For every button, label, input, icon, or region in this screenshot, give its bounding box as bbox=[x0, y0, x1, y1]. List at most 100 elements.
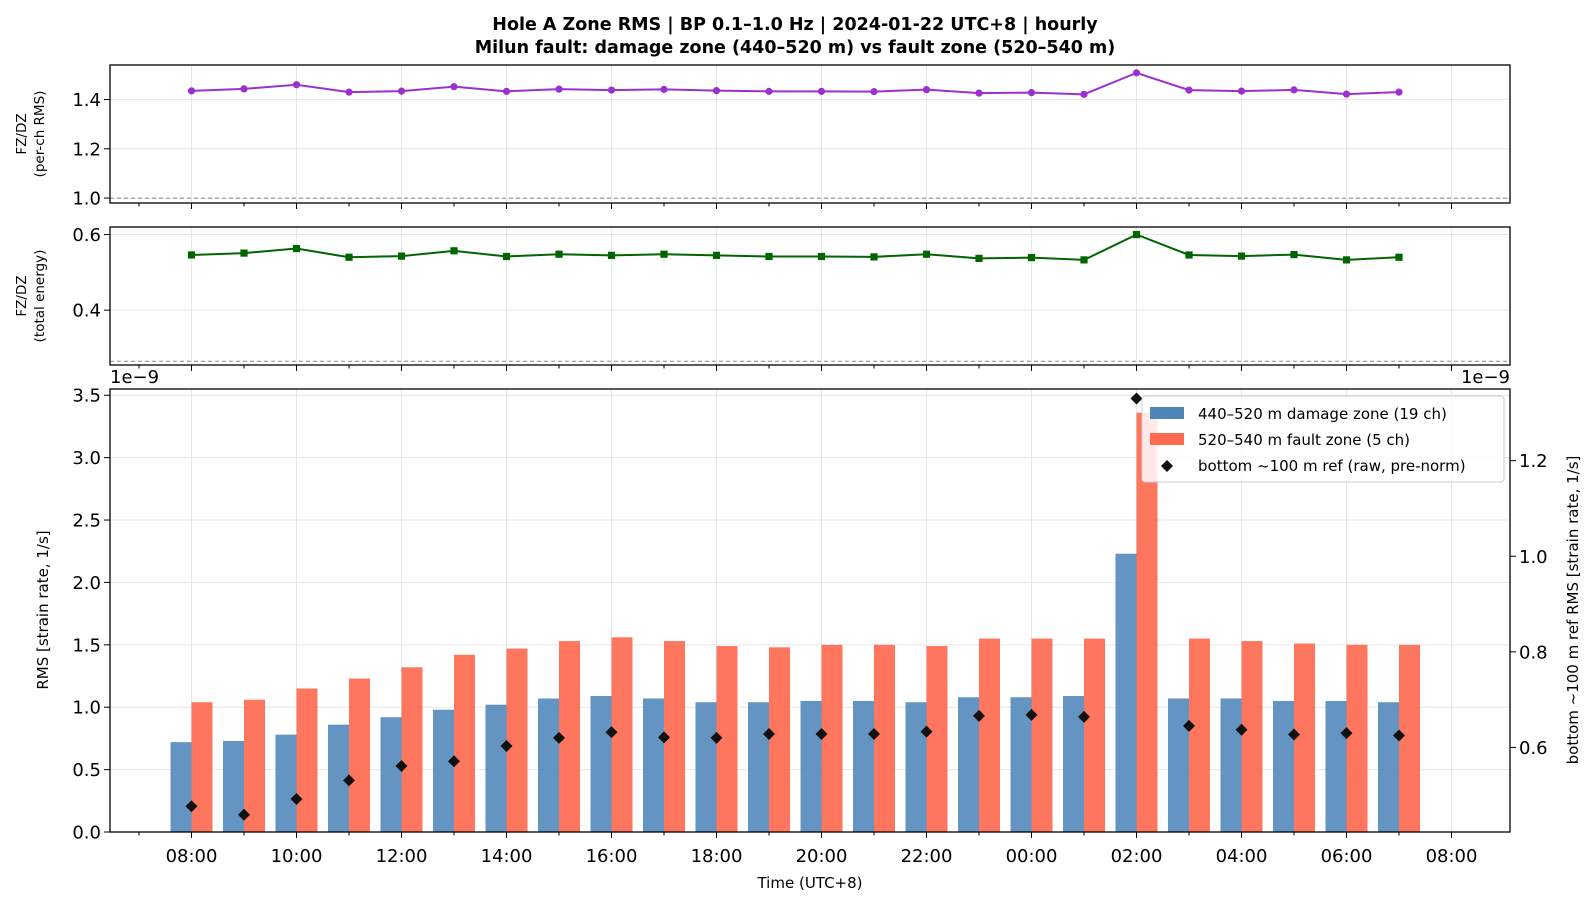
ratio-rms-point bbox=[1290, 86, 1298, 94]
legend-label-damage: 440–520 m damage zone (19 ch) bbox=[1198, 405, 1447, 423]
ratio-rms-point bbox=[1027, 89, 1036, 97]
rms-bar-ticks: 08:00 10:00 12:00 14:00 16:00 18:00 20:00 22:00… bbox=[72, 386, 1547, 867]
damage-zone-bar bbox=[748, 702, 769, 832]
damage-zone-bar bbox=[380, 717, 402, 832]
fault-zone-bar bbox=[821, 644, 843, 832]
damage-zone-bar bbox=[905, 702, 927, 832]
reference-marker bbox=[185, 800, 198, 813]
reference-marker bbox=[815, 728, 828, 741]
ratio-energy-ytick-label: 0.4 bbox=[72, 301, 101, 322]
rms-ytick-label: 2.5 bbox=[72, 511, 101, 532]
ratio-energy-point bbox=[817, 252, 826, 261]
ratio-rms-point bbox=[817, 87, 826, 95]
ratio-rms-point bbox=[870, 88, 878, 96]
fault-zone-bar bbox=[296, 688, 318, 832]
fault-zone-bar bbox=[1084, 638, 1105, 832]
damage-zone-bar bbox=[275, 734, 297, 832]
ratio-energy-point bbox=[502, 252, 511, 261]
reference-marker bbox=[1288, 728, 1300, 741]
ratio-energy-series bbox=[110, 230, 1510, 362]
ratio-energy-point bbox=[660, 250, 668, 258]
damage-zone-bar bbox=[590, 695, 612, 832]
ratio-rms-ticks: 1.0 1.2 1.4 bbox=[72, 90, 1452, 210]
fault-zone-bar bbox=[1294, 643, 1315, 832]
ratio-rms-point bbox=[555, 85, 563, 93]
legend-label-fault: 520–540 m fault zone (5 ch) bbox=[1198, 431, 1410, 449]
reference-marker bbox=[1130, 392, 1143, 405]
fault-zone-bar bbox=[559, 641, 580, 832]
ratio-energy-point bbox=[240, 249, 248, 257]
legend-swatch-ref bbox=[1161, 460, 1173, 472]
ratio-energy-ylabel-line1: FZ/DZ bbox=[14, 275, 30, 316]
reference-marker bbox=[1183, 719, 1195, 732]
reference-marker bbox=[868, 728, 880, 741]
ratio-energy-point bbox=[555, 250, 563, 258]
ratio-rms-grid bbox=[110, 65, 1510, 203]
damage-zone-bar bbox=[853, 700, 874, 832]
rms-ytick-label: 0.0 bbox=[72, 823, 101, 844]
ratio-energy-point bbox=[765, 252, 773, 261]
ratio-energy-point bbox=[450, 247, 458, 255]
fault-zone-bar bbox=[716, 646, 738, 832]
ratio-rms-point bbox=[660, 85, 668, 93]
reference-marker bbox=[973, 709, 985, 722]
reference-marker bbox=[1393, 729, 1405, 742]
ratio-rms-point bbox=[975, 89, 983, 97]
x-tick-label: 16:00 bbox=[586, 846, 638, 867]
x-tick-label: 04:00 bbox=[1216, 846, 1268, 867]
ratio-rms-point bbox=[1395, 88, 1403, 96]
x-tick-label: 08:00 bbox=[166, 846, 218, 867]
fault-zone-bar bbox=[506, 648, 528, 832]
fault-zone-bar bbox=[874, 644, 895, 832]
x-tick-label: 20:00 bbox=[796, 846, 848, 867]
ratio-energy-ylabel-line2: (total energy) bbox=[32, 250, 48, 343]
ratio-rms-point bbox=[1237, 87, 1246, 95]
ratio-energy-grid bbox=[110, 227, 1510, 365]
ratio-energy-point bbox=[1290, 251, 1298, 259]
fault-zone-bar bbox=[1031, 638, 1053, 832]
damage-zone-bar bbox=[485, 704, 507, 832]
ratio-energy-frame bbox=[109, 226, 1511, 366]
damage-zone-bar bbox=[223, 740, 244, 832]
fault-zone-bar bbox=[664, 641, 685, 832]
ratio-rms-point bbox=[397, 87, 406, 95]
ratio-energy-panel: 0.4 0.6 FZ/DZ (total energy) bbox=[14, 225, 1511, 371]
reference-marker bbox=[238, 808, 250, 821]
reference-marker bbox=[605, 726, 618, 739]
legend-swatch-fault bbox=[1150, 433, 1184, 445]
fault-zone-bar bbox=[191, 702, 213, 832]
ratio-energy-point bbox=[870, 253, 878, 261]
ratio-energy-point bbox=[397, 252, 406, 260]
rms-ytick-label: 3.5 bbox=[72, 386, 101, 407]
damage-zone-bar bbox=[695, 702, 717, 832]
ratio-rms-point bbox=[345, 88, 353, 96]
damage-zone-bar bbox=[1325, 700, 1347, 832]
ratio-rms-point bbox=[292, 81, 301, 89]
reference-marker bbox=[763, 728, 775, 741]
ratio-rms-panel: 1.0 1.2 1.4 FZ/DZ (per-ch RMS) bbox=[14, 64, 1511, 210]
x-tick-label: 14:00 bbox=[481, 846, 533, 867]
fault-zone-bar bbox=[611, 637, 633, 832]
damage-zone-bar bbox=[433, 709, 454, 832]
ratio-rms-point bbox=[502, 87, 511, 95]
ratio-rms-ylabel-line1: FZ/DZ bbox=[14, 113, 30, 154]
ratio-energy-point bbox=[712, 251, 721, 259]
ref-ytick-label: 0.8 bbox=[1519, 642, 1548, 663]
damage-zone-bar bbox=[643, 698, 664, 832]
ratio-rms-point bbox=[765, 87, 773, 95]
ratio-rms-line bbox=[191, 71, 1400, 96]
rms-ytick-label: 3.0 bbox=[72, 448, 101, 469]
x-axis-label: Time (UTC+8) bbox=[756, 874, 862, 892]
fault-zone-bar bbox=[454, 654, 475, 832]
damage-zone-bar bbox=[1168, 698, 1189, 832]
ratio-energy-point bbox=[1080, 256, 1088, 264]
x-tick-label: 18:00 bbox=[691, 846, 743, 867]
ratio-energy-ytick-label: 0.6 bbox=[72, 225, 101, 246]
rms-ytick-label: 0.5 bbox=[72, 760, 101, 781]
legend-label-ref: bottom ~100 m ref (raw, pre-norm) bbox=[1198, 457, 1466, 475]
left-scale-label: 1e−9 bbox=[110, 367, 159, 388]
damage-zone-bar bbox=[1378, 702, 1399, 832]
legend-swatch-damage bbox=[1150, 407, 1184, 419]
ratio-energy-point bbox=[345, 253, 353, 261]
fault-zone-bar bbox=[1136, 412, 1158, 832]
